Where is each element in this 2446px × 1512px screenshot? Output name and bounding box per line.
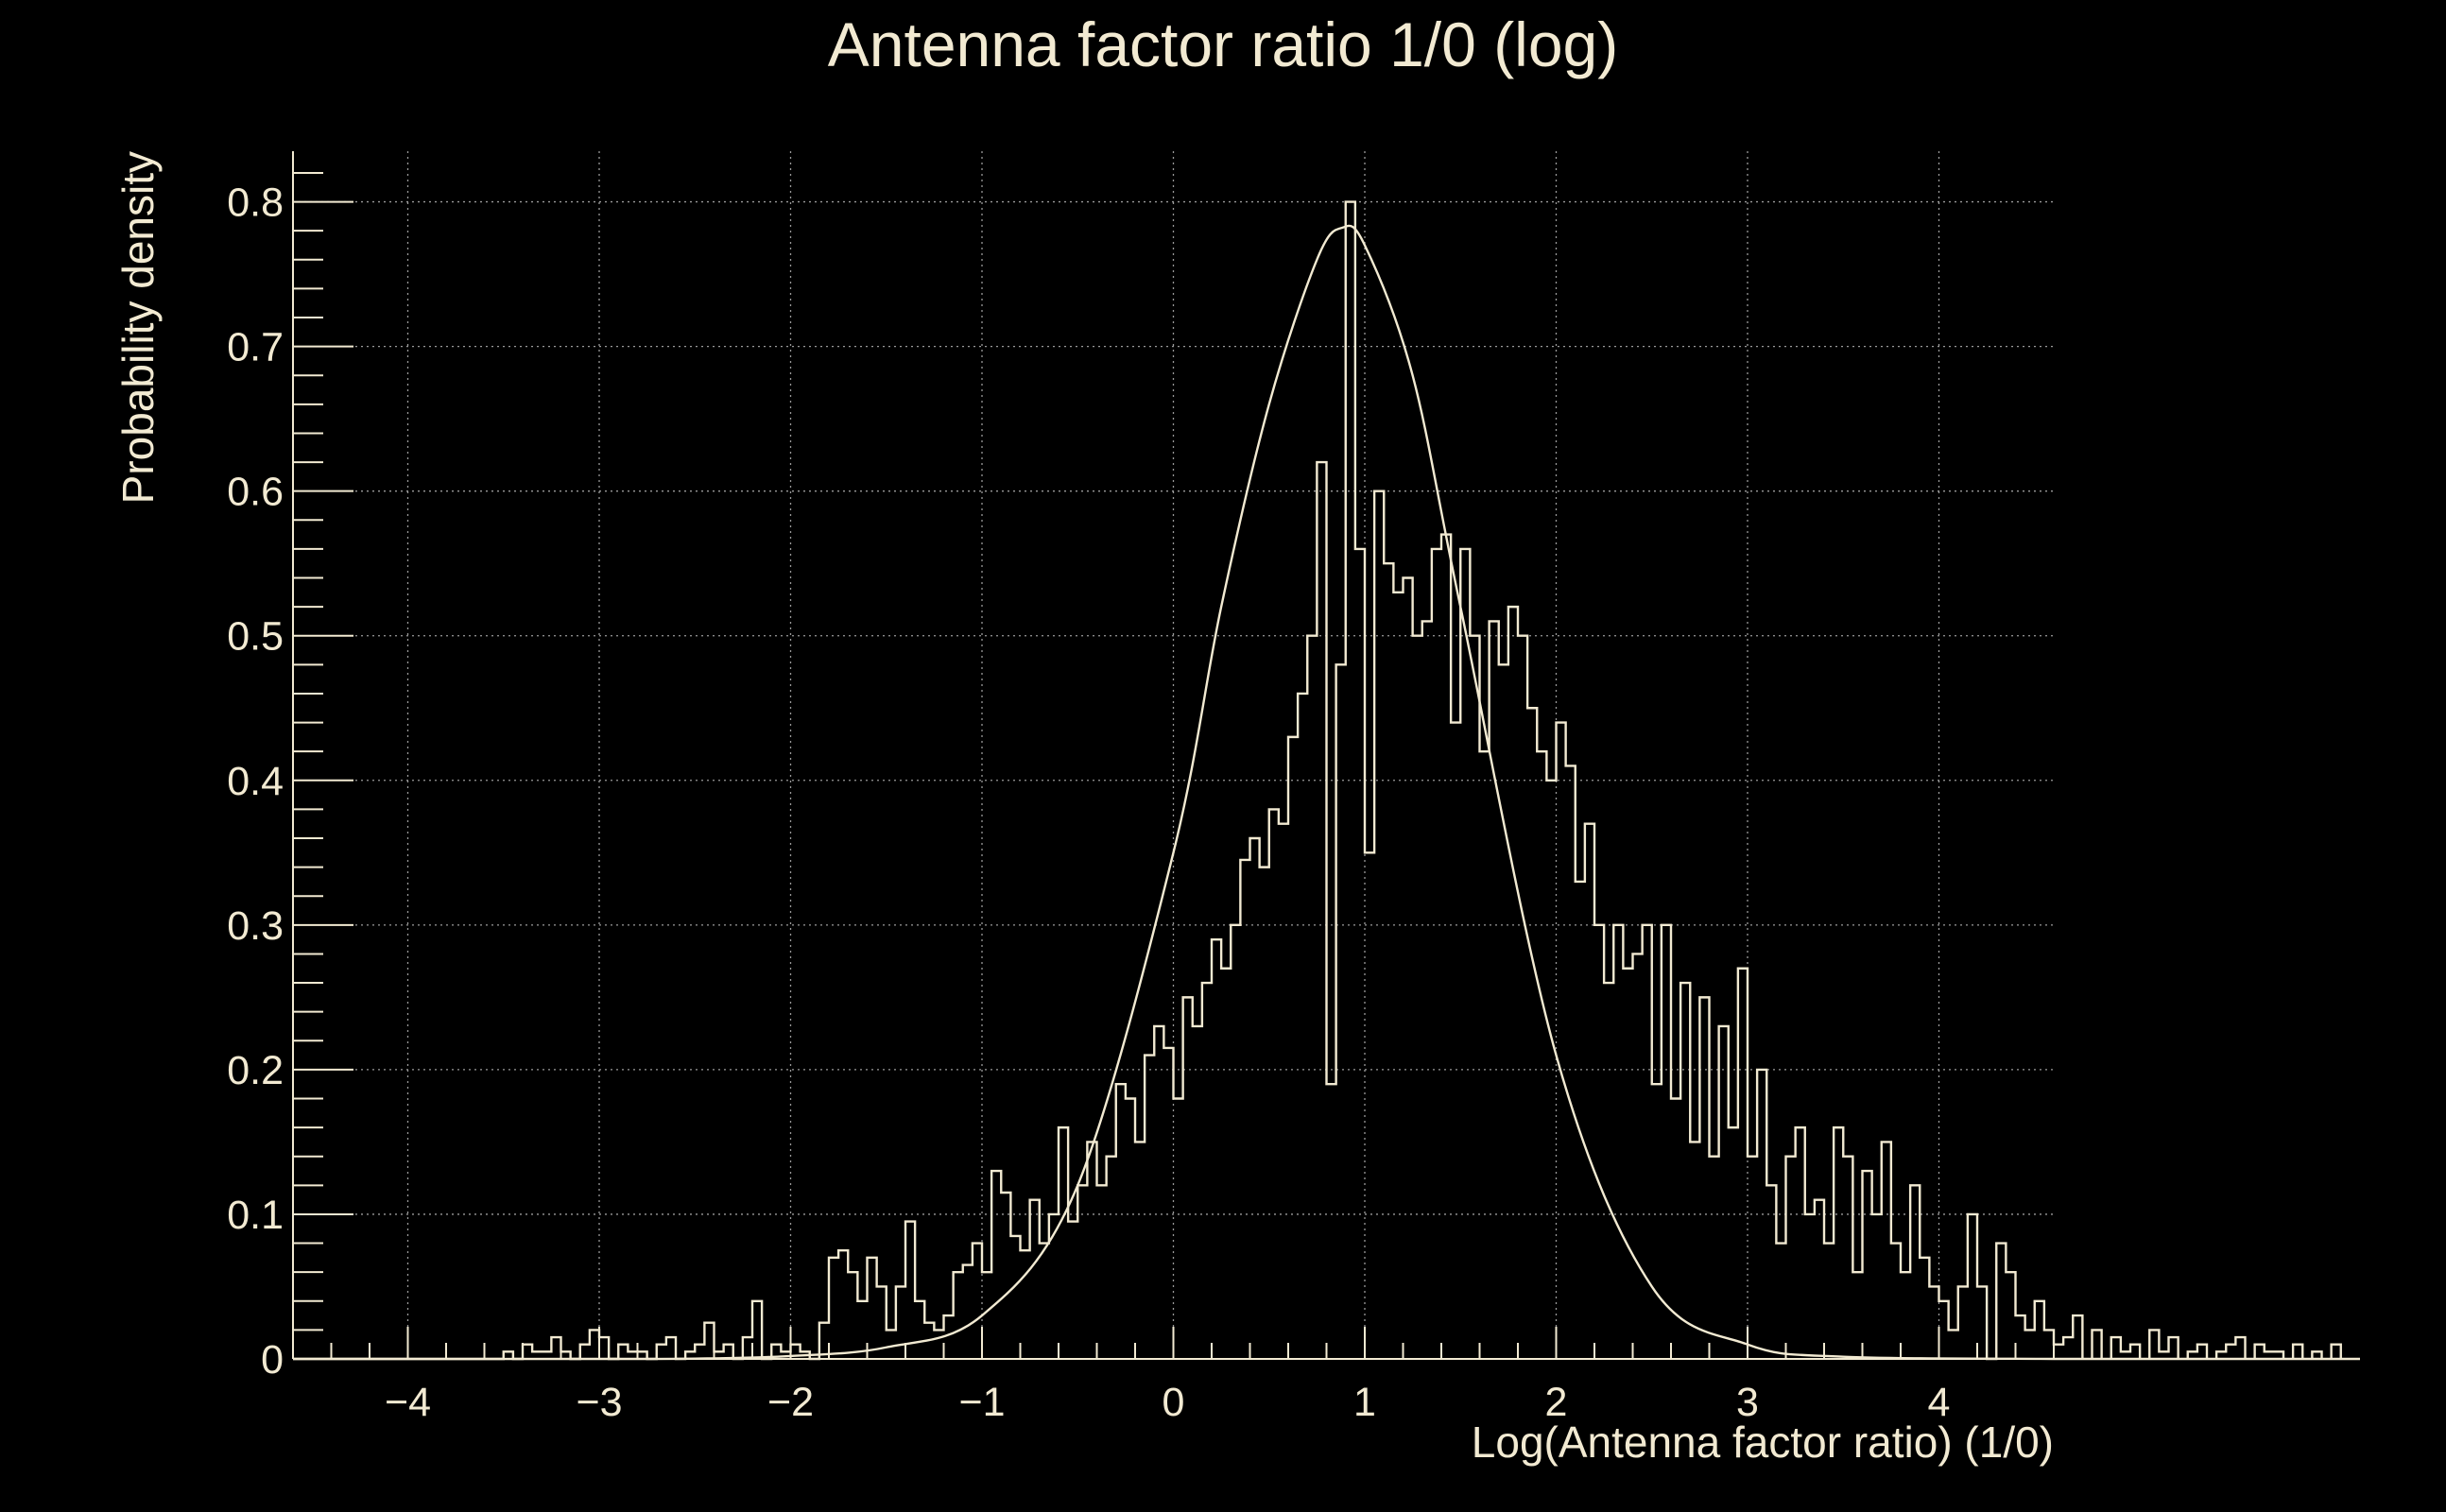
x-tick-label: −2 — [767, 1380, 814, 1425]
x-tick-label: −3 — [576, 1380, 622, 1425]
x-tick-label: 4 — [1928, 1380, 1951, 1425]
y-tick-label: 0.7 — [227, 325, 284, 370]
chart-title: Antenna factor ratio 1/0 (log) — [828, 9, 1618, 79]
y-axis-title: Probability density — [113, 151, 163, 504]
plot-area — [292, 200, 2360, 1361]
x-tick-label: 2 — [1545, 1380, 1568, 1425]
tick-labels: −4 −3 −2 −1 0 1 2 3 4 0 0.1 0.2 0.3 0.4 0.5 0.6 0.7 0.8 — [227, 180, 1950, 1425]
y-tick-label: 0.1 — [227, 1193, 284, 1238]
y-tick-label: 0.5 — [227, 614, 284, 660]
y-tick-label: 0.6 — [227, 470, 284, 515]
y-tick-label: 0.3 — [227, 903, 284, 949]
y-tick-label: 0.8 — [227, 180, 284, 226]
y-tick-label: 0.2 — [227, 1048, 284, 1093]
x-tick-label: 1 — [1353, 1380, 1376, 1425]
x-tick-label: −1 — [958, 1380, 1005, 1425]
histogram-series — [293, 200, 2360, 1361]
x-tick-label: −4 — [385, 1380, 431, 1425]
axes — [292, 151, 2055, 1360]
fit-curve-series — [292, 224, 2055, 1361]
y-tick-label: 0.4 — [227, 759, 284, 804]
y-tick-label: 0 — [261, 1337, 284, 1383]
x-tick-label: 3 — [1736, 1380, 1759, 1425]
x-axis-title: Log(Antenna factor ratio) (1/0) — [1472, 1418, 2054, 1467]
x-tick-label: 0 — [1163, 1380, 1185, 1425]
